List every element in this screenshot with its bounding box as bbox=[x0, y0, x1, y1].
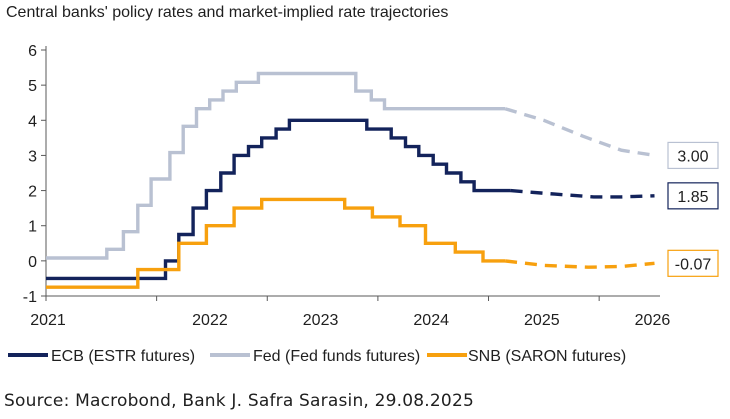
y-tick-label: 5 bbox=[28, 78, 37, 95]
series-forecast-2 bbox=[504, 259, 655, 269]
y-tick-label: 1 bbox=[28, 219, 37, 236]
series-lines bbox=[46, 71, 655, 289]
end-label-2: -0.07 bbox=[675, 256, 712, 273]
source-note: Source: Macrobond, Bank J. Safra Sarasin… bbox=[4, 391, 474, 411]
end-label-box-0 bbox=[667, 182, 719, 210]
y-tick-label: 0 bbox=[28, 254, 37, 271]
x-tick-label: 2025 bbox=[524, 312, 560, 329]
end-label-box-2 bbox=[667, 249, 719, 277]
legend-label-2: SNB (SARON futures) bbox=[468, 348, 626, 365]
series-line-1 bbox=[46, 71, 506, 260]
series-forecast-1 bbox=[504, 107, 655, 158]
end-label-box-1 bbox=[667, 141, 719, 170]
x-axis: 2021 2022 2023 2024 2025 2026 bbox=[30, 295, 671, 329]
end-label-0: 1.85 bbox=[677, 189, 708, 206]
series-forecast-0 bbox=[510, 188, 655, 199]
chart-title: Central banks' policy rates and market-i… bbox=[6, 4, 449, 21]
y-tick-label: 4 bbox=[28, 113, 37, 130]
x-tick-label: 2021 bbox=[30, 312, 66, 329]
legend-label-1: Fed (Fed funds futures) bbox=[253, 348, 420, 365]
series-line-2 bbox=[46, 197, 506, 289]
y-tick-label: 3 bbox=[28, 148, 37, 165]
series-line-0 bbox=[46, 118, 511, 281]
x-tick-label: 2026 bbox=[635, 312, 671, 329]
x-tick-label: 2022 bbox=[192, 312, 228, 329]
y-axis: -1 0 1 2 3 4 5 6 bbox=[23, 43, 47, 306]
legend-label-0: ECB (ESTR futures) bbox=[51, 348, 195, 365]
end-label-1: 3.00 bbox=[677, 148, 708, 165]
y-tick-label: 2 bbox=[28, 184, 37, 201]
y-tick-label: 6 bbox=[28, 43, 37, 60]
y-tick-label: -1 bbox=[23, 289, 37, 306]
legend: ECB (ESTR futures) Fed (Fed funds futures… bbox=[8, 348, 626, 365]
x-tick-label: 2024 bbox=[413, 312, 449, 329]
end-labels: 1.85 3.00 -0.07 bbox=[667, 141, 719, 277]
x-tick-label: 2023 bbox=[303, 312, 339, 329]
